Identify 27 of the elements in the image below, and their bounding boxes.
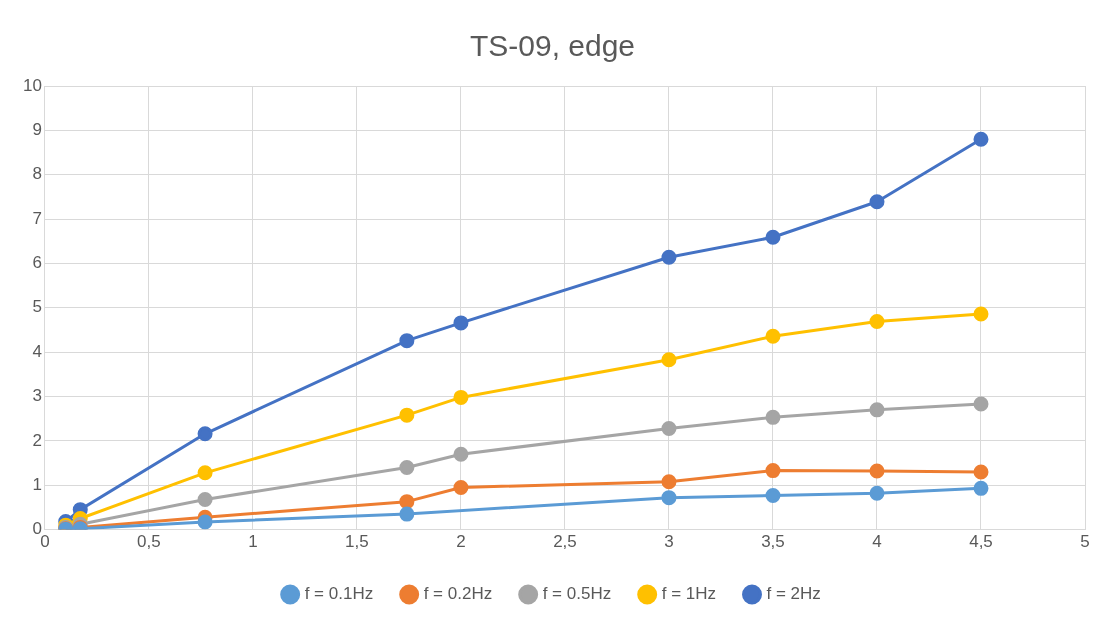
x-tick-label: 3,5: [761, 532, 785, 552]
x-tick-label: 5: [1080, 532, 1090, 552]
y-tick-label: 2: [32, 430, 42, 450]
y-tick-label: 1: [32, 474, 42, 494]
y-tick-label: 8: [32, 164, 42, 184]
x-tick-label: 1,5: [345, 532, 369, 552]
x-tick-label: 1: [248, 532, 258, 552]
x-tick-label: 4: [872, 532, 882, 552]
x-tick-label: 2: [456, 532, 466, 552]
y-tick-label: 9: [32, 120, 42, 140]
y-tick-label: 5: [32, 297, 42, 317]
y-tick-label: 10: [22, 75, 42, 95]
x-tick-label: 4,5: [969, 532, 993, 552]
y-tick-label: 7: [32, 208, 42, 228]
y-tick-label: 0: [32, 519, 42, 539]
legend-label: f = 1Hz: [661, 584, 717, 604]
y-tick-label: 6: [32, 253, 42, 273]
x-tick-label: 3: [664, 532, 674, 552]
y-tick-label: 4: [32, 341, 42, 361]
legend-label: f = 2Hz: [766, 584, 821, 604]
y-tick-label: 3: [32, 386, 42, 406]
x-tick-label: 0,5: [137, 532, 161, 552]
x-tick-label: 2,5: [553, 532, 577, 552]
legend-label: f = 0.1Hz: [304, 584, 374, 604]
legend-label: f = 0.5Hz: [542, 584, 612, 604]
legend-label: f = 0.2Hz: [423, 584, 493, 604]
chart-title: TS-09, edge: [469, 29, 636, 63]
